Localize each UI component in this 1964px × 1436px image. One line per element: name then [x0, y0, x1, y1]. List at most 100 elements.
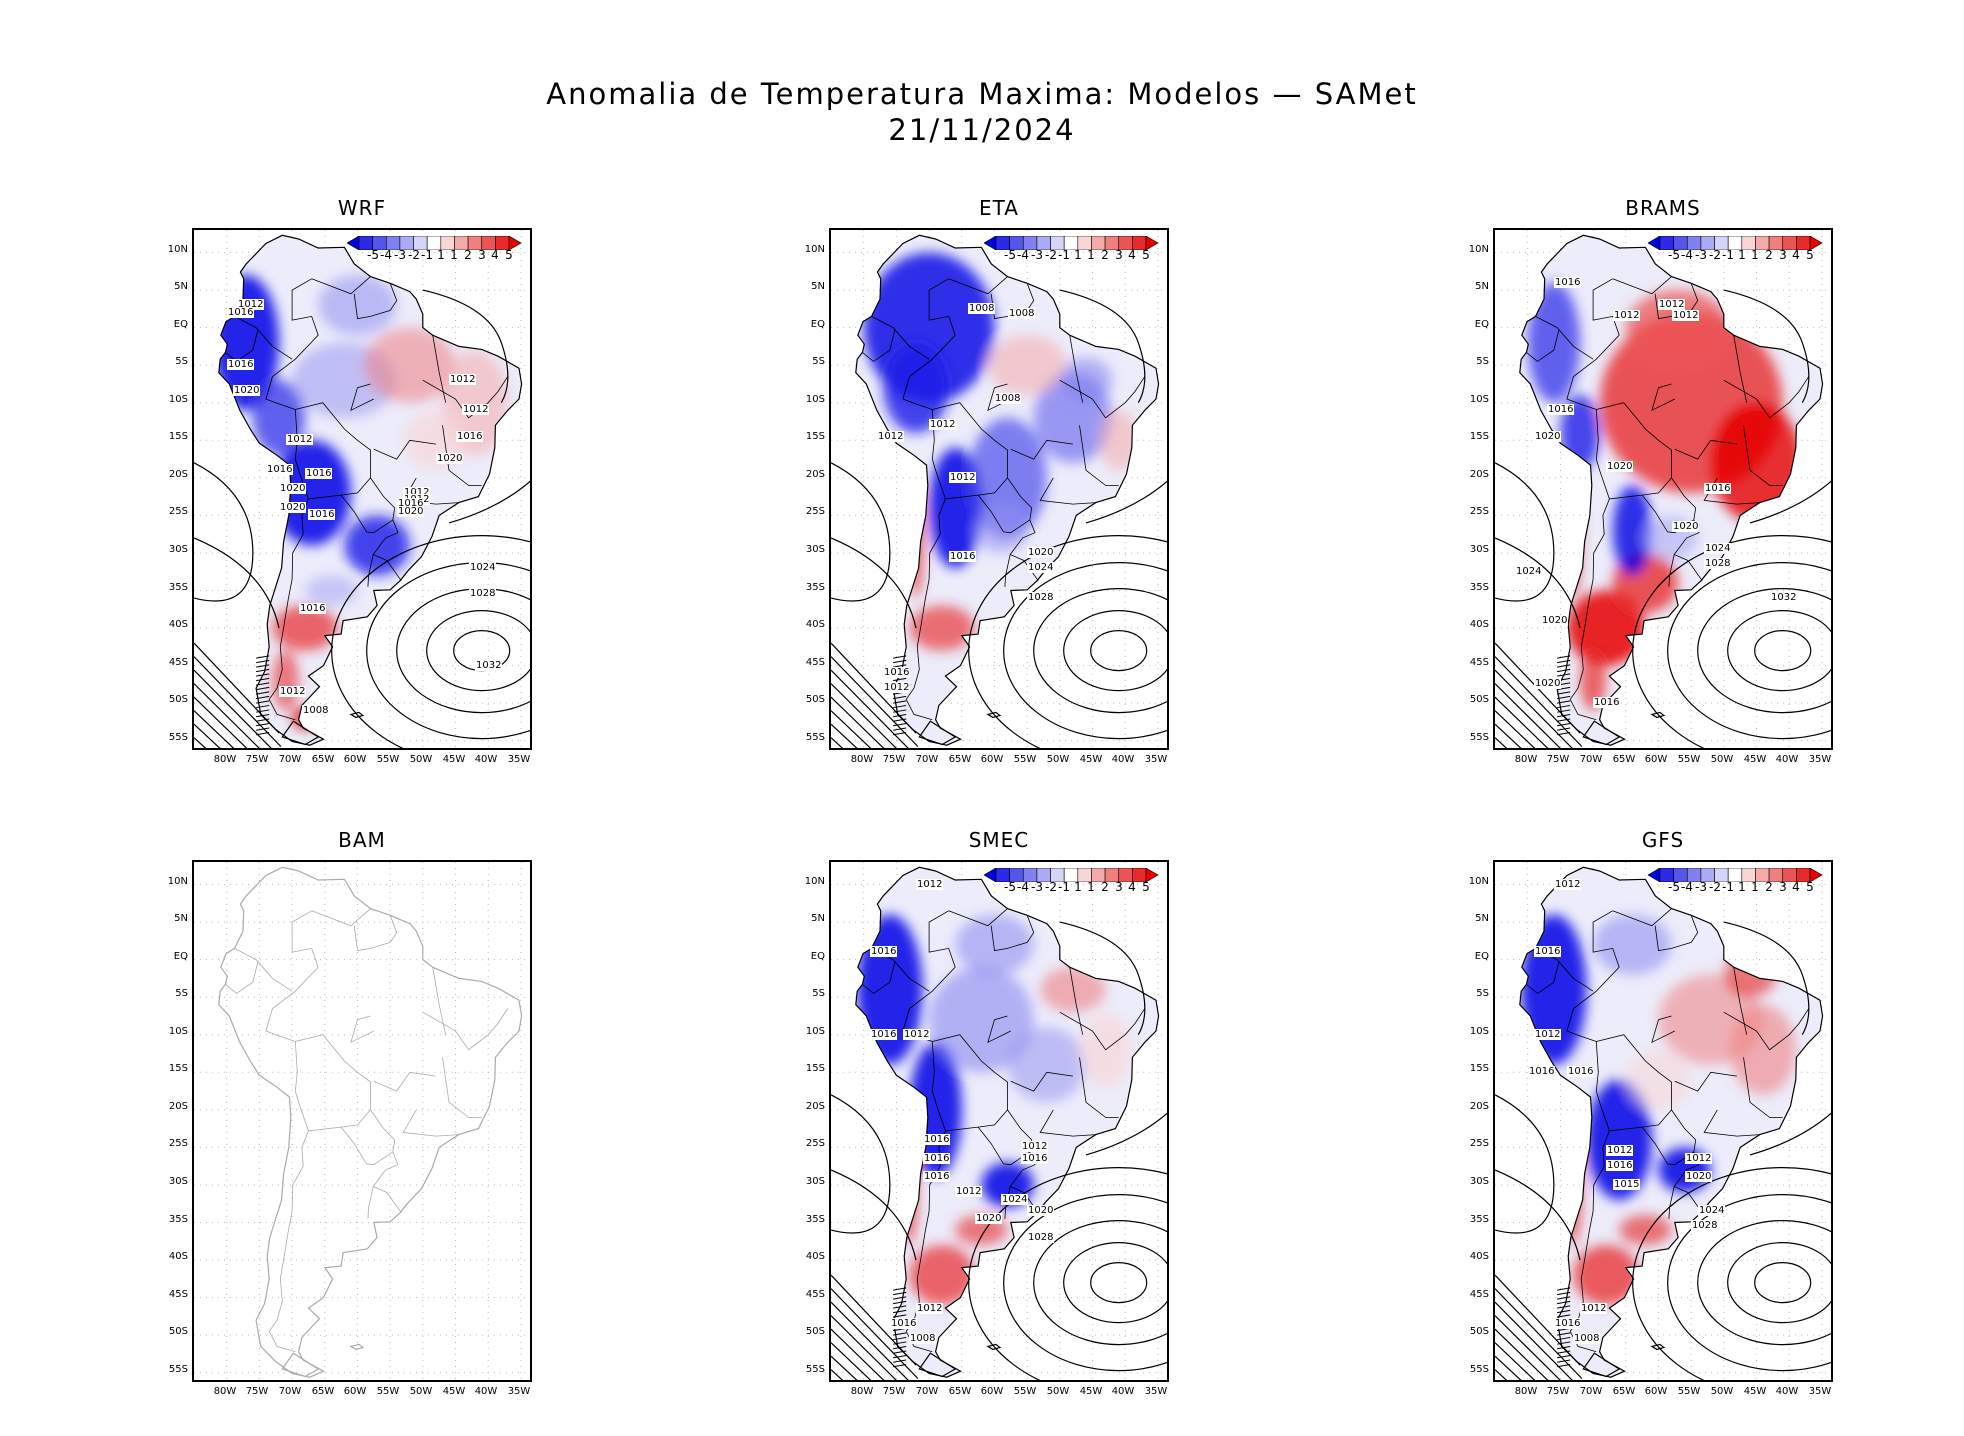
isobar-label: 1016: [1593, 697, 1621, 708]
lat-tick-label: 10S: [805, 1026, 825, 1037]
lat-tick-label: 30S: [805, 544, 825, 555]
isobar-label: 1020: [1027, 547, 1055, 558]
isobar-label: 1015: [1613, 1179, 1641, 1190]
colorbar-label: -5: [1668, 880, 1680, 894]
country-borders: [225, 908, 509, 1353]
lat-tick-label: EQ: [1474, 319, 1489, 330]
colorbar-label: 1: [1074, 248, 1082, 262]
lat-tick-label: 30S: [1469, 1176, 1489, 1187]
lon-tick-label: 55W: [1013, 1386, 1037, 1397]
isobar-label: 1020: [1027, 1205, 1055, 1216]
isobar-label: 1028: [1027, 1232, 1055, 1243]
isobar-label: 1020: [1672, 521, 1700, 532]
lon-tick-label: 75W: [882, 754, 906, 765]
lat-tick-label: 25S: [1469, 506, 1489, 517]
lon-tick-label: 50W: [1710, 754, 1734, 765]
isobar-label: 1020: [1534, 431, 1562, 442]
isobar-label: 1016: [1534, 946, 1562, 957]
lat-tick-label: 20S: [168, 469, 188, 480]
lon-tick-label: 40W: [1111, 1386, 1135, 1397]
lat-tick-label: 45S: [805, 657, 825, 668]
lon-tick-label: 50W: [409, 754, 433, 765]
lon-tick-label: 35W: [1144, 1386, 1168, 1397]
colorbar-label: -4: [1681, 880, 1693, 894]
lon-tick-label: 60W: [343, 1386, 367, 1397]
lon-tick-label: 45W: [1743, 754, 1767, 765]
lat-tick-label: 40S: [168, 619, 188, 630]
lon-tick-label: 50W: [409, 1386, 433, 1397]
panel-title-wrf: WRF: [337, 196, 387, 220]
lat-tick-label: 45S: [168, 657, 188, 668]
lon-tick-label: 80W: [1514, 754, 1538, 765]
colorbar-label: -3: [1695, 248, 1707, 262]
colorbar-label: -3: [1031, 248, 1043, 262]
lat-tick-label: EQ: [173, 319, 188, 330]
lat-tick-label: 35S: [168, 1214, 188, 1225]
lon-tick-label: 75W: [245, 754, 269, 765]
lat-tick-label: 25S: [805, 1138, 825, 1149]
isobar-label: 1016: [1554, 1318, 1582, 1329]
lon-tick-label: 55W: [1677, 1386, 1701, 1397]
lon-tick-label: 75W: [882, 1386, 906, 1397]
colorbar-label: 3: [478, 248, 486, 262]
lon-tick-label: 35W: [1808, 754, 1832, 765]
isobar-label: 1012: [1021, 1141, 1049, 1152]
fjords: [256, 655, 270, 736]
isobar-label: 1016: [1528, 1066, 1556, 1077]
lat-tick-label: 25S: [168, 506, 188, 517]
map-wrf: [194, 230, 530, 748]
isobar-label: 1016: [456, 431, 484, 442]
lat-tick-label: 20S: [805, 1101, 825, 1112]
isobar-label: 1016: [266, 464, 294, 475]
lat-tick-label: 5S: [812, 356, 825, 367]
colorbar-swatches: [1647, 867, 1823, 883]
lon-tick-label: 75W: [1546, 754, 1570, 765]
lat-tick-label: 5S: [175, 988, 188, 999]
lat-tick-label: 5N: [174, 281, 188, 292]
lon-tick-label: 70W: [915, 754, 939, 765]
colorbar-label: 2: [1101, 880, 1109, 894]
isobar-label: 1012: [1534, 1029, 1562, 1040]
isobar-label: 1012: [929, 419, 957, 430]
lon-tick-label: 40W: [474, 1386, 498, 1397]
lon-tick-label: 80W: [1514, 1386, 1538, 1397]
colorbar-label: 1: [1751, 880, 1759, 894]
lat-tick-label: 15S: [805, 431, 825, 442]
coastline: [1519, 234, 1824, 746]
lon-tick-label: 45W: [442, 754, 466, 765]
isobar-label: 1016: [870, 1029, 898, 1040]
lat-tick-label: 5N: [1475, 913, 1489, 924]
lat-tick-label: 10N: [1468, 244, 1489, 255]
lat-tick-label: 10N: [804, 876, 825, 887]
colorbar-label: -2: [1709, 248, 1721, 262]
lat-tick-label: 10N: [1468, 876, 1489, 887]
isobar-label: 1012: [1685, 1153, 1713, 1164]
colorbar: -5 -4 -3 -2 -1 1 1 2 3 4 5: [983, 235, 1162, 262]
isobar-label: 1020: [1685, 1171, 1713, 1182]
colorbar-label: 4: [491, 248, 499, 262]
colorbar: -5 -4 -3 -2 -1 1 1 2 3 4 5: [1647, 235, 1826, 262]
colorbar-label: -4: [1681, 248, 1693, 262]
map-smec: [831, 862, 1167, 1380]
map-frame-smec: 1012 1016 1016 1012 1016 1016 1016 1012 1012 1016…: [829, 860, 1169, 1382]
map-bam: [194, 862, 530, 1380]
lat-tick-label: 45S: [168, 1289, 188, 1300]
isobar-label: 1016: [308, 509, 336, 520]
coastline: [218, 234, 523, 746]
isobar-label: 1008: [1008, 308, 1036, 319]
lon-tick-label: 80W: [213, 754, 237, 765]
isobars: [831, 921, 1167, 1380]
map-gfs: [1495, 862, 1831, 1380]
map-brams: [1495, 230, 1831, 748]
isobar-label: 1028: [469, 588, 497, 599]
lat-tick-label: 25S: [1469, 1138, 1489, 1149]
isobar-label: 1012: [916, 879, 944, 890]
lon-tick-label: 45W: [1743, 1386, 1767, 1397]
panel-title-smec: SMEC: [968, 828, 1030, 852]
isobar-label: 1016: [227, 307, 255, 318]
isobar-label: 1012: [903, 1029, 931, 1040]
isobar-label: 1012: [1606, 1145, 1634, 1156]
lat-tick-label: 20S: [805, 469, 825, 480]
isobar-label: 1024: [1027, 562, 1055, 573]
colorbar-label: 4: [1792, 248, 1800, 262]
